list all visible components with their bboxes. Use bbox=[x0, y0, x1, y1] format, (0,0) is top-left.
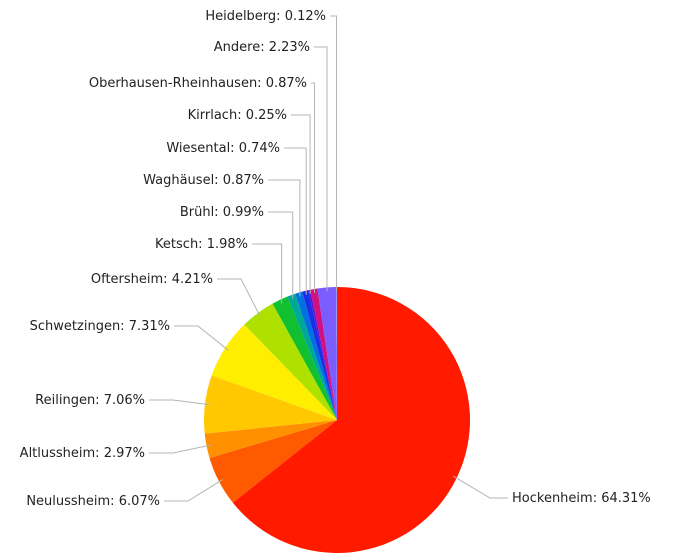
pie-slice-neulussheim bbox=[209, 420, 337, 503]
leader-line-bruhl bbox=[268, 211, 294, 299]
pie-slice-ketsch bbox=[272, 296, 337, 420]
pie-slices bbox=[204, 287, 470, 553]
label-altlussheim: Altlussheim: 2.97% bbox=[20, 446, 145, 461]
label-schwetzingen: Schwetzingen: 7.31% bbox=[30, 319, 170, 334]
pie-slice-heidelberg bbox=[335, 287, 337, 420]
pie-slice-altlussheim bbox=[204, 420, 337, 458]
label-heidelberg: Heidelberg: 0.12% bbox=[205, 9, 326, 24]
leader-line-altlussheim bbox=[149, 444, 211, 454]
leader-line-heidelberg bbox=[330, 15, 338, 292]
pie-slice-waghausel bbox=[295, 291, 337, 420]
leader-line-reilingen bbox=[149, 399, 209, 406]
label-andere: Andere: 2.23% bbox=[214, 40, 310, 55]
leader-line-kirrlach bbox=[291, 114, 311, 294]
slice-labels: Hockenheim: 64.31% Neulussheim: 6.07% Altl… bbox=[20, 9, 651, 509]
label-neulussheim: Neulussheim: 6.07% bbox=[26, 494, 160, 509]
leader-lines bbox=[149, 15, 508, 502]
label-wiesental: Wiesental: 0.74% bbox=[166, 141, 280, 156]
leader-line-ketsch bbox=[252, 243, 283, 304]
label-hockenheim: Hockenheim: 64.31% bbox=[512, 491, 651, 506]
label-ketsch: Ketsch: 1.98% bbox=[155, 237, 248, 252]
label-oftersheim: Oftersheim: 4.21% bbox=[91, 272, 213, 287]
label-bruhl: Brühl: 0.99% bbox=[180, 205, 264, 220]
label-kirrlach: Kirrlach: 0.25% bbox=[188, 108, 287, 123]
pie-slice-bruhl bbox=[287, 293, 337, 420]
pie-slice-kirrlach bbox=[308, 289, 337, 420]
label-reilingen: Reilingen: 7.06% bbox=[35, 393, 145, 408]
leader-line-hockenheim bbox=[452, 475, 508, 499]
label-waghausel: Waghäusel: 0.87% bbox=[143, 173, 264, 188]
leader-line-schwetzingen bbox=[174, 325, 229, 351]
leader-line-oberhausen-rheinhausen bbox=[311, 82, 316, 293]
pie-slice-reilingen bbox=[204, 375, 337, 434]
pie-slice-oftersheim bbox=[244, 303, 337, 420]
pie-slice-wiesental bbox=[302, 290, 337, 420]
leader-line-andere bbox=[314, 46, 328, 292]
leader-line-neulussheim bbox=[164, 479, 223, 502]
pie-slice-hockenheim bbox=[232, 287, 470, 553]
leader-line-waghausel bbox=[268, 179, 301, 297]
label-oberhausen-rheinhausen: Oberhausen-Rheinhausen: 0.87% bbox=[89, 76, 307, 91]
leader-line-wiesental bbox=[284, 147, 307, 295]
leader-line-oftersheim bbox=[217, 278, 261, 317]
pie-slice-andere bbox=[317, 287, 337, 420]
pie-slice-oberhausen-rheinhausen bbox=[310, 288, 337, 420]
pie-slice-schwetzingen bbox=[211, 324, 337, 420]
